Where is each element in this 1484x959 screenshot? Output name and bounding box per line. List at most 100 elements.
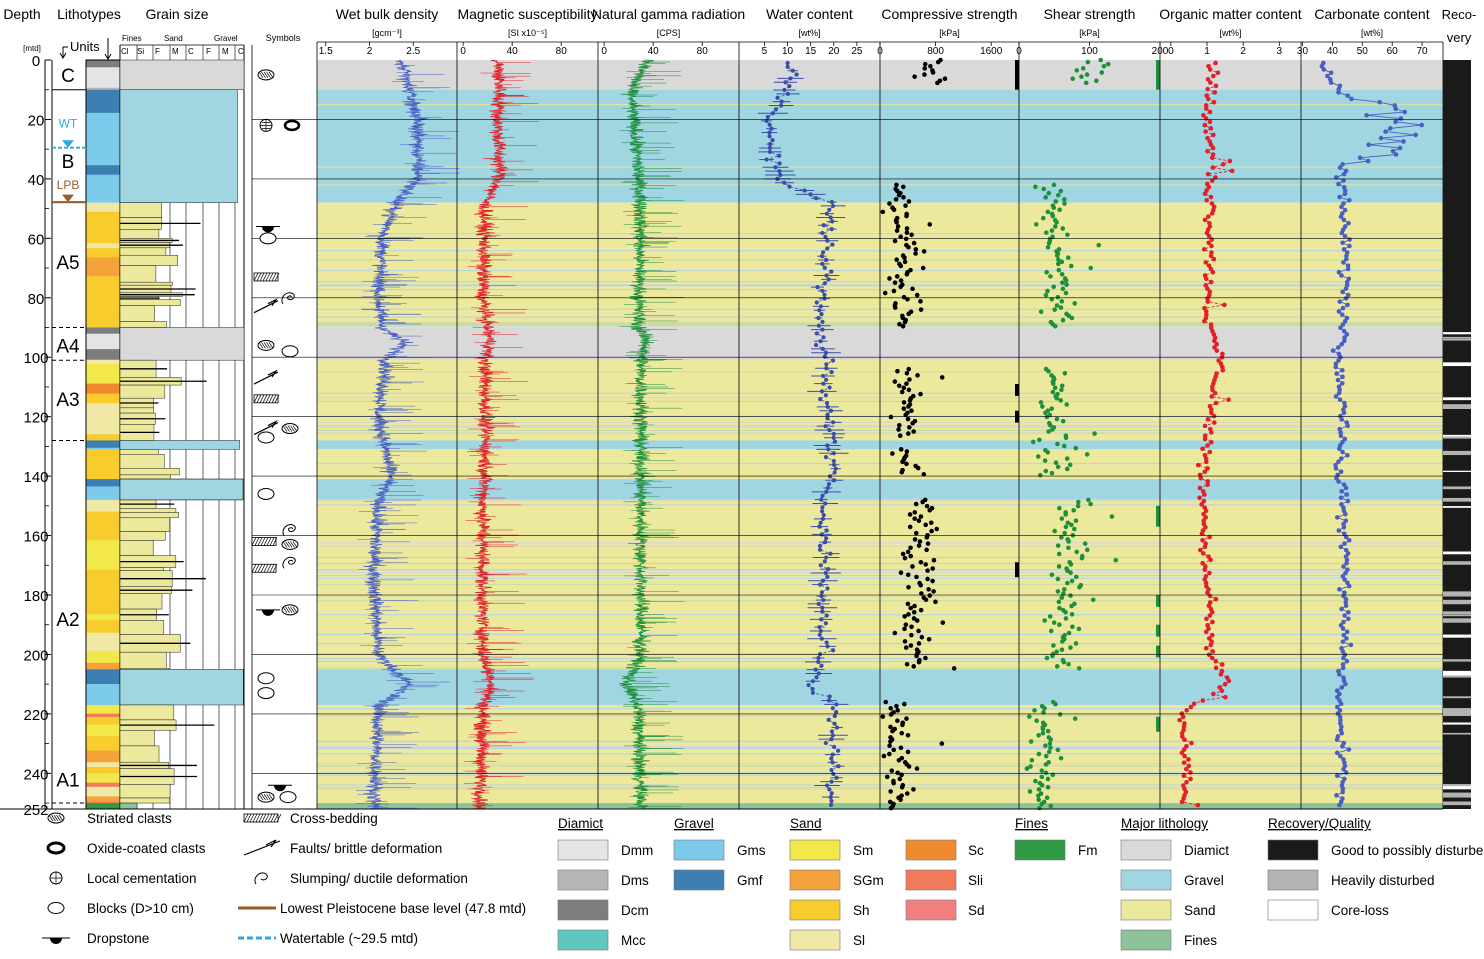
data-point	[898, 234, 904, 240]
data-point	[1045, 244, 1051, 250]
data-point	[1195, 462, 1201, 468]
cross-bedding-icon	[253, 394, 280, 404]
data-point	[905, 296, 910, 302]
recovery-segment	[1443, 711, 1471, 715]
lithotype-layer	[86, 383, 120, 394]
lithotypes-header: Lithotypes	[57, 6, 121, 22]
grain-size-bed	[119, 467, 180, 476]
legend-label: Sm	[853, 843, 873, 858]
data-point	[1045, 209, 1051, 215]
data-point	[787, 184, 792, 189]
striated-clast-icon	[257, 791, 275, 803]
legend-label: Core-loss	[1331, 903, 1389, 918]
data-point	[1042, 705, 1047, 711]
data-point	[919, 634, 925, 640]
recovery-segment	[1443, 404, 1471, 408]
lithotype-layer	[86, 766, 120, 774]
data-point	[1062, 370, 1068, 376]
data-point	[930, 70, 936, 75]
data-point	[1041, 710, 1046, 715]
lithotype-layer	[86, 261, 120, 277]
data-point	[1223, 694, 1228, 700]
data-gap-bar	[1156, 716, 1160, 732]
data-point	[913, 247, 919, 252]
panel-title: Magnetic susceptibility	[457, 6, 597, 22]
data-point	[1058, 755, 1064, 761]
data-point	[922, 72, 927, 77]
data-point	[1039, 774, 1045, 780]
lpb-marker-icon	[62, 194, 74, 203]
legend-swatch	[789, 899, 841, 921]
data-point	[922, 66, 928, 71]
data-point	[1213, 596, 1219, 602]
gravel-coarse-label: C	[238, 47, 244, 56]
data-point	[889, 768, 895, 773]
data-point	[1062, 530, 1067, 536]
data-point	[925, 568, 930, 573]
data-point	[926, 587, 931, 592]
data-point	[1181, 773, 1187, 779]
data-point	[831, 435, 836, 440]
legend-label: Mcc	[621, 933, 646, 948]
data-point	[1028, 764, 1033, 769]
data-point	[828, 802, 834, 807]
sand-medium-label: M	[172, 47, 179, 56]
data-point	[1035, 454, 1041, 459]
data-point	[909, 408, 914, 414]
data-point	[1047, 741, 1053, 746]
data-point	[1207, 109, 1213, 115]
data-point	[1040, 404, 1045, 409]
data-point	[1076, 626, 1082, 632]
data-point	[912, 537, 918, 542]
panel-title: Compressive strength	[881, 6, 1017, 22]
data-point	[1199, 531, 1205, 537]
data-point	[1046, 240, 1052, 246]
lithotype-layer	[86, 67, 120, 77]
panel-tick-label: 40	[648, 46, 660, 57]
data-point	[1068, 593, 1073, 598]
data-point	[887, 201, 892, 206]
legend-label: Good to possibly disturbed	[1331, 843, 1484, 858]
lithotype-layer	[86, 286, 120, 298]
data-point	[1222, 302, 1227, 308]
data-point	[1085, 59, 1091, 65]
data-point	[765, 114, 770, 120]
depth-tick-label: 200	[23, 647, 48, 664]
lithotype-layer	[86, 540, 120, 550]
data-point	[1055, 192, 1061, 198]
data-point	[1043, 762, 1049, 767]
data-point	[909, 632, 914, 638]
data-point	[918, 307, 924, 312]
panel-unit: [CPS]	[657, 28, 681, 38]
data-point	[1045, 288, 1050, 294]
data-point	[899, 389, 905, 395]
data-point	[904, 213, 909, 219]
grain-size-bed	[119, 247, 167, 256]
recovery-segment	[1443, 801, 1471, 806]
data-point	[896, 427, 901, 432]
depth-tick-label: 120	[23, 410, 48, 427]
panel-tick-label: 5	[762, 46, 768, 57]
data-point	[1069, 578, 1075, 584]
panel-tick-label: 20	[828, 46, 840, 57]
data-point	[1084, 72, 1090, 77]
data-point	[1044, 795, 1050, 801]
data-point	[898, 745, 904, 751]
recovery-column	[1443, 60, 1471, 809]
data-point	[1036, 787, 1042, 792]
data-point	[904, 230, 910, 235]
recovery-segment	[1443, 506, 1471, 508]
grain-size-header: Grain size	[145, 6, 208, 22]
legend-label: Blocks (D>10 cm)	[87, 901, 194, 916]
panel-tick-label: 0	[1168, 46, 1174, 57]
data-point	[1203, 508, 1209, 514]
data-point	[905, 572, 911, 578]
data-point	[1088, 501, 1093, 507]
data-point	[1072, 716, 1078, 721]
data-gap-bar	[1156, 645, 1160, 658]
grain-size-bed	[119, 202, 162, 218]
depth-unit: [mtd]	[23, 44, 41, 53]
data-point	[905, 549, 911, 555]
data-point	[927, 593, 933, 598]
legend-label: Cross-bedding	[290, 811, 378, 826]
